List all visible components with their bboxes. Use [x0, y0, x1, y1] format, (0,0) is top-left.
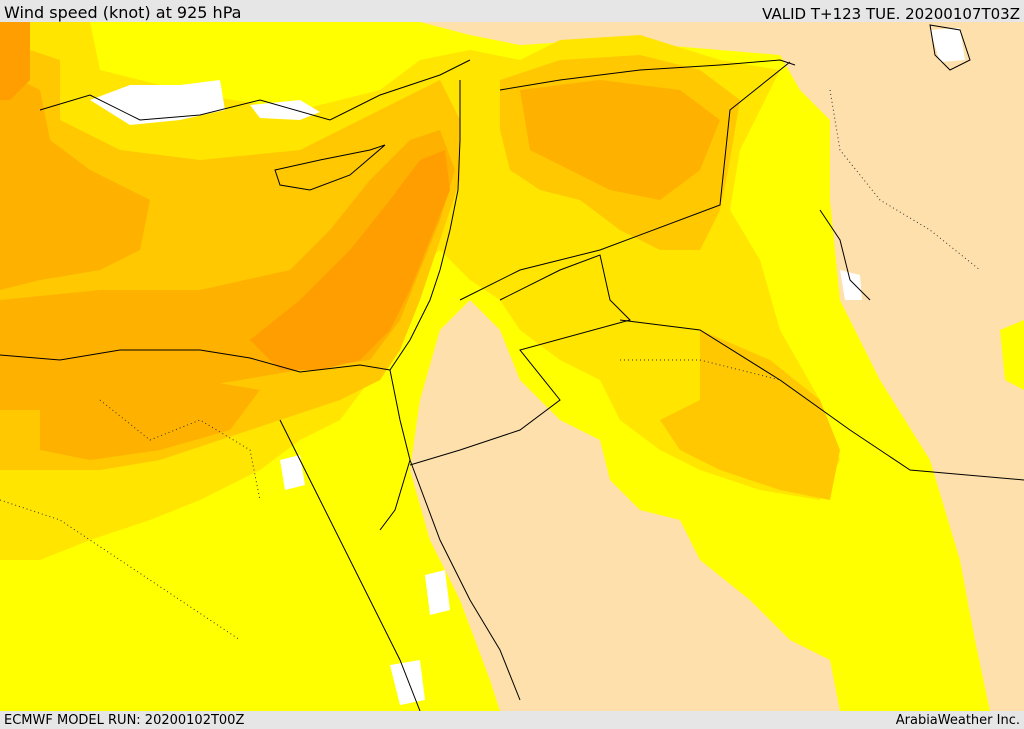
wind-speed-map	[0, 22, 1024, 711]
coastline-turkey-south	[39, 59, 471, 121]
calm-patch-turkey	[90, 80, 225, 125]
calm-patch-iran	[930, 28, 965, 62]
calm-patch-sudan	[390, 660, 425, 705]
wind-band-dark-orange	[0, 22, 30, 100]
calm-patch-redsea	[425, 570, 450, 615]
coastline-levant	[389, 80, 461, 371]
calm-patch-turkey-2	[250, 100, 320, 120]
model-run: ECMWF MODEL RUN: 20200102T00Z	[4, 713, 245, 728]
coastline-cyprus	[274, 144, 386, 191]
border-jordan	[409, 254, 631, 466]
wind-band-orange-levant	[520, 80, 720, 200]
wind-band-orange	[0, 70, 150, 290]
wind-band-orange-south	[40, 380, 260, 460]
admin-border-3	[829, 89, 981, 271]
credit: ArabiaWeather Inc.	[895, 713, 1020, 728]
map-title: Wind speed (knot) at 925 hPa	[4, 3, 242, 22]
admin-borders	[0, 89, 981, 641]
coastline-persian-gulf	[819, 209, 871, 301]
border-syria-jordan	[459, 61, 791, 301]
wind-band-pale-yellow-east	[1000, 320, 1024, 390]
admin-border-2	[620, 359, 781, 381]
wind-band-dark-orange-core	[250, 150, 450, 370]
calm-patch-iraq	[840, 270, 862, 300]
header-bar	[0, 0, 1024, 22]
valid-time: VALID T+123 TUE. 20200107T03Z	[762, 5, 1020, 23]
coastline-egypt-north	[0, 349, 391, 373]
border-iraq-saudi	[619, 319, 1024, 481]
calm-patch-egypt	[280, 455, 305, 490]
wind-band-orange-yellow-east	[660, 330, 840, 500]
coastline-gulf-suez	[279, 419, 421, 711]
footer-bar	[0, 711, 1024, 729]
coastline-caspian	[929, 24, 971, 71]
border-syria-iraq	[499, 59, 796, 91]
coastlines	[0, 24, 1024, 711]
coastline-redsea-east	[409, 459, 521, 701]
